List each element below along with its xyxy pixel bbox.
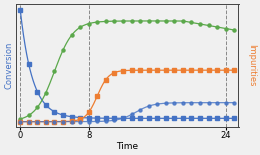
Y-axis label: Impurities: Impurities [247, 44, 256, 87]
X-axis label: Time: Time [116, 142, 138, 151]
Y-axis label: Conversion: Conversion [4, 42, 13, 89]
